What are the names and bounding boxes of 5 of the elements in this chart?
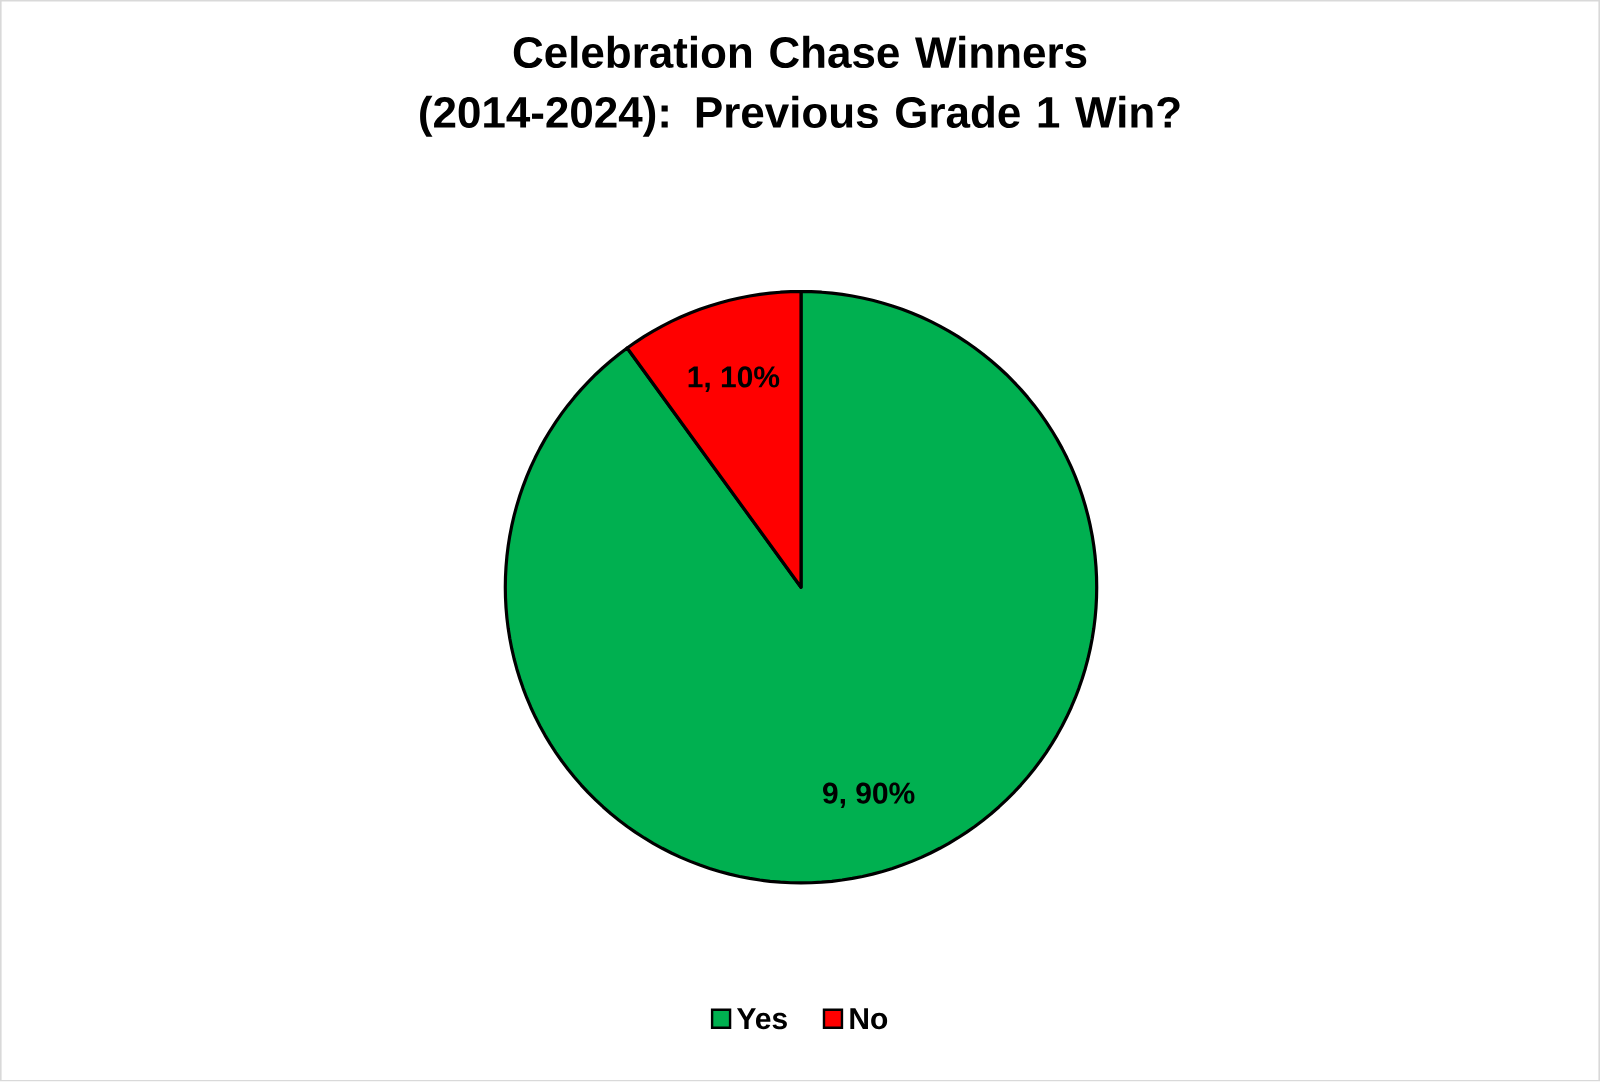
legend-label: Yes bbox=[736, 1008, 787, 1030]
chart-title: Celebration Chase Winners (2014-2024): Previous Grade 1 Win? bbox=[420, 36, 1180, 137]
data-label: 1, 10% bbox=[688, 366, 780, 393]
legend-label: No bbox=[850, 1008, 888, 1030]
data-label: 9, 90% bbox=[823, 782, 915, 809]
